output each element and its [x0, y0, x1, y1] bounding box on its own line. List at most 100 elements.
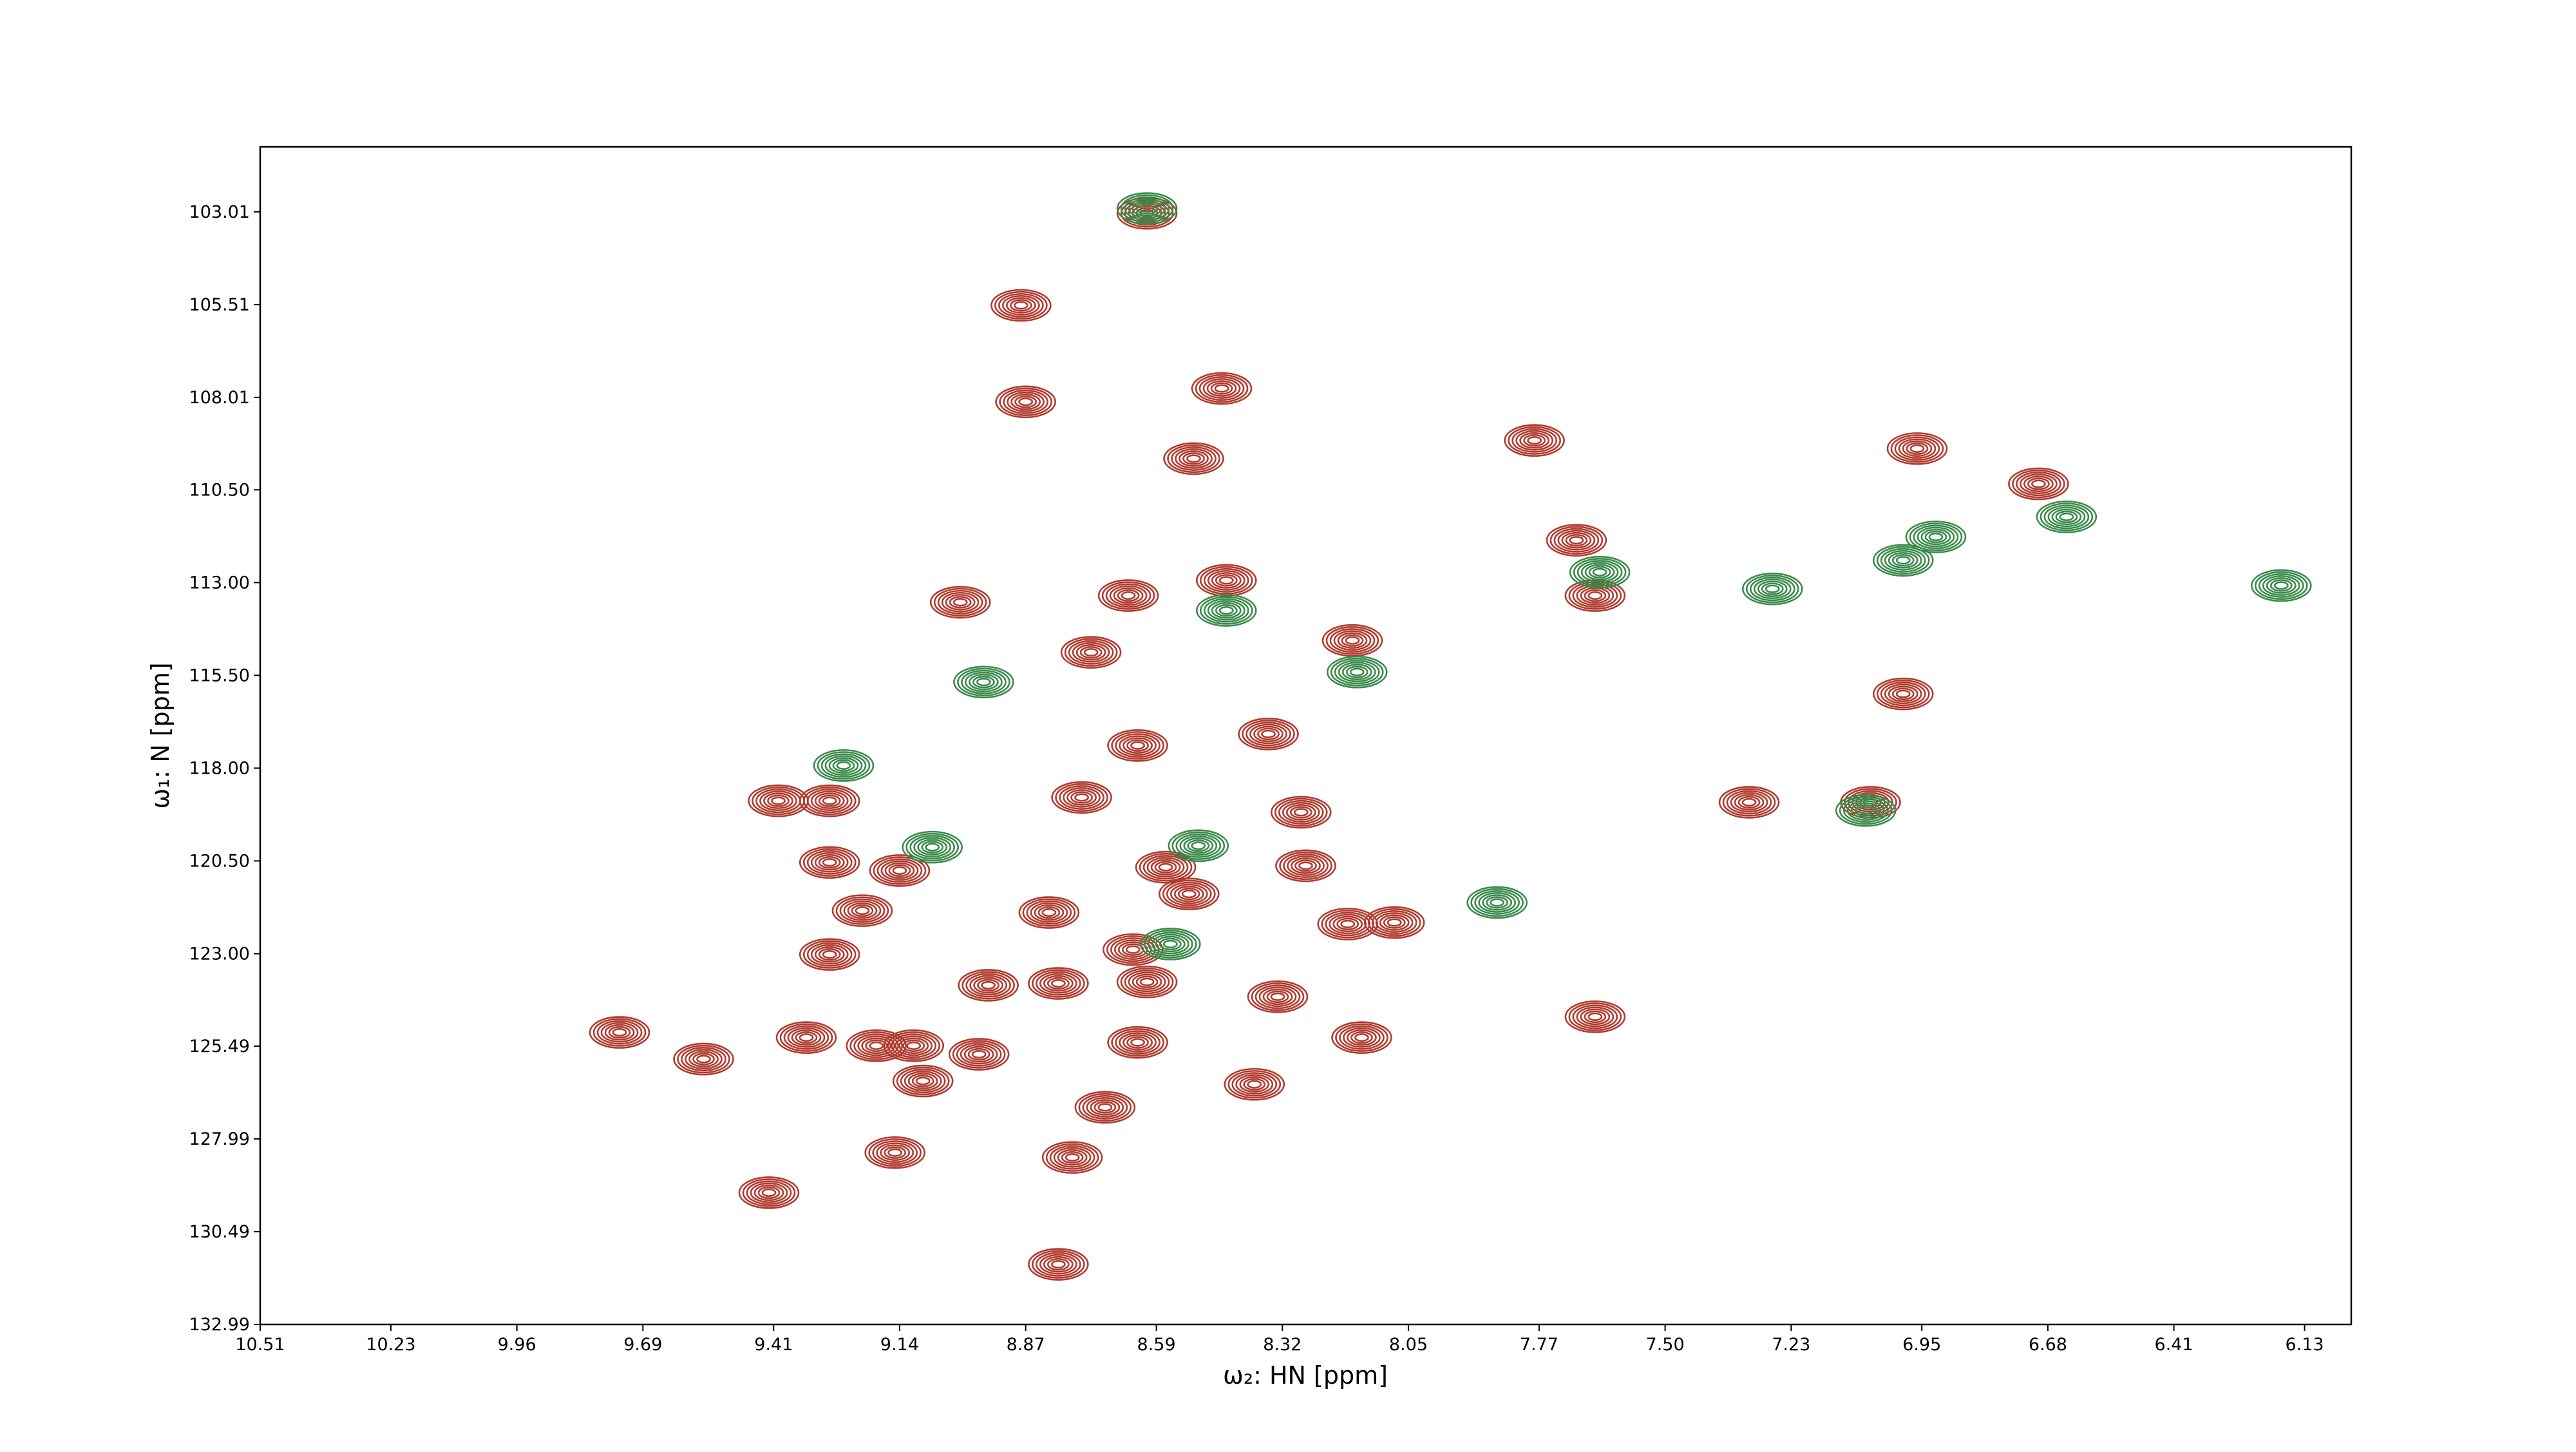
peak-contour: [1199, 596, 1253, 625]
peak-contour: [1291, 857, 1321, 874]
peak-contour: [1239, 1076, 1270, 1093]
peak-contour: [1113, 587, 1144, 604]
peak-contour: [1329, 628, 1376, 653]
peak-contour: [822, 950, 837, 959]
peak-contour: [1341, 634, 1364, 647]
peak-contour: [1074, 1091, 1136, 1124]
peak-contour: [907, 1073, 938, 1089]
peak-contour: [1336, 917, 1359, 931]
y-tick-label: 103.01: [189, 202, 250, 222]
peak-contour: [1895, 689, 1911, 698]
peak-contour: [1266, 990, 1289, 1003]
peak-contour: [1203, 568, 1249, 593]
peak-contour: [1142, 855, 1189, 880]
peak-contour: [2269, 579, 2293, 592]
peak-contour: [1074, 793, 1090, 802]
peak-contour: [835, 896, 889, 925]
peak-contour: [1894, 436, 1940, 461]
y-tick-label: 127.99: [189, 1129, 250, 1149]
peak-contour: [902, 830, 963, 864]
peak-contour: [1251, 982, 1305, 1011]
peak-contour: [1891, 687, 1915, 700]
peak-contour: [847, 902, 878, 919]
peak-contour: [1002, 295, 1040, 316]
peak-contour: [1039, 1254, 1077, 1275]
peak-contour: [1171, 446, 1217, 471]
peak-contour: [1007, 391, 1045, 412]
peak-contour: [1032, 1250, 1085, 1279]
peak-contour: [1846, 800, 1885, 821]
peak-contour: [961, 669, 1007, 694]
peak-contour: [1050, 1260, 1066, 1269]
y-tick-label: 115.50: [189, 665, 250, 685]
peak-contour: [738, 1176, 800, 1209]
peak-contour: [1140, 928, 1201, 960]
peak-contour: [972, 676, 995, 689]
peak-contour: [1338, 662, 1376, 683]
peak-contour: [818, 856, 841, 869]
peak-contour: [763, 792, 793, 809]
peak-contour: [1122, 737, 1153, 754]
peak-contour: [1207, 569, 1245, 591]
peak-contour: [884, 862, 915, 879]
peak-contour: [990, 289, 1052, 322]
peak-contour: [1326, 655, 1388, 689]
peak-contour: [1354, 1033, 1369, 1042]
peak-contour: [1045, 1143, 1099, 1172]
peak-contour: [1876, 546, 1930, 575]
peak-contour: [1920, 528, 1951, 546]
peak-contour: [849, 1031, 904, 1060]
peak-contour: [2040, 502, 2094, 531]
peak-contour: [1257, 727, 1280, 741]
peak-contour: [1097, 579, 1159, 612]
peak-contour: [1337, 632, 1368, 649]
peak-contour: [905, 832, 959, 862]
peak-contour: [1375, 912, 1414, 933]
peak-contour: [783, 1025, 829, 1050]
peak-contour: [1283, 853, 1329, 878]
peak-contour: [1340, 919, 1356, 928]
peak-contour: [1139, 204, 1155, 213]
peak-contour: [1898, 438, 1937, 459]
peak-contour: [1202, 378, 1241, 399]
peak-contour: [1036, 1252, 1081, 1277]
peak-contour: [1162, 939, 1178, 949]
peak-contour: [1345, 665, 1368, 678]
peak-contour: [921, 841, 944, 854]
peak-contour: [1082, 1094, 1128, 1120]
peak-contour: [2047, 506, 2086, 528]
x-tick-label: 6.13: [2285, 1335, 2324, 1355]
peak-contour: [1018, 896, 1080, 929]
peak-contour: [832, 759, 855, 772]
peak-contour: [861, 1037, 892, 1055]
peak-contour: [981, 980, 996, 990]
peak-contour: [1039, 973, 1077, 994]
peak-contour: [818, 948, 841, 961]
peak-contour: [1850, 802, 1881, 819]
peak-contour: [973, 977, 1004, 994]
peak-contour: [746, 1180, 792, 1205]
peak-contour: [1519, 432, 1550, 449]
peak-contour: [1339, 1025, 1385, 1050]
peak-contour: [1880, 548, 1926, 573]
peak-contour: [843, 900, 882, 921]
peak-contour: [1523, 434, 1546, 447]
peak-contour: [1279, 851, 1332, 881]
peak-contour: [998, 292, 1044, 318]
peak-contour: [1466, 886, 1528, 919]
peak-contour: [880, 1144, 911, 1161]
peak-contour: [757, 1186, 781, 1199]
peak-contour: [799, 1033, 814, 1042]
peak-contour: [873, 856, 927, 885]
peak-contour: [1387, 918, 1402, 927]
peak-contour: [917, 839, 948, 855]
peak-contour: [2008, 467, 2069, 501]
peak-contour: [2055, 510, 2078, 524]
peak-contour: [883, 1029, 944, 1062]
peak-contour: [1218, 576, 1234, 585]
peak-contour: [884, 1146, 907, 1159]
peak-contour: [1151, 933, 1189, 955]
x-tick-label: 9.14: [880, 1335, 919, 1355]
peak-contour: [1745, 574, 1799, 604]
peak-contour: [1186, 454, 1201, 463]
